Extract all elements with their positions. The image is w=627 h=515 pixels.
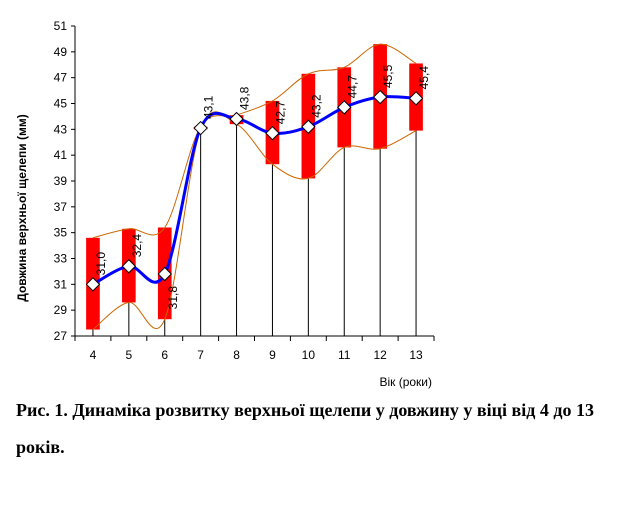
data-point-marker xyxy=(121,259,137,274)
x-tick-label: 9 xyxy=(269,348,276,362)
data-label: 31,8 xyxy=(166,286,180,310)
data-point-marker xyxy=(193,120,208,136)
y-tick-label: 29 xyxy=(54,303,68,317)
data-point-marker xyxy=(337,100,352,115)
y-tick-label: 33 xyxy=(54,252,68,266)
data-label: 43,8 xyxy=(238,86,252,110)
y-axis-title: Довжина верхньої щелепи (мм) xyxy=(15,114,29,301)
y-tick-label: 27 xyxy=(54,329,68,343)
data-point-marker xyxy=(229,111,244,127)
data-point-marker xyxy=(372,89,388,105)
y-tick-label: 43 xyxy=(54,122,68,136)
y-tick-label: 37 xyxy=(54,200,68,214)
data-label: 45,5 xyxy=(381,64,395,88)
x-tick-label: 6 xyxy=(161,348,168,362)
data-point-marker xyxy=(157,266,172,282)
y-tick-label: 31 xyxy=(54,277,68,291)
y-tick-label: 35 xyxy=(54,226,68,240)
figure-caption: Рис. 1. Динаміка розвитку верхньої щелеп… xyxy=(16,400,594,457)
x-tick-label: 13 xyxy=(409,348,423,362)
data-point-marker xyxy=(408,91,424,106)
lower-envelope-line xyxy=(92,111,417,330)
x-tick-label: 4 xyxy=(90,348,97,362)
data-label: 31,0 xyxy=(94,252,108,276)
x-tick-label: 5 xyxy=(126,348,133,362)
y-tick-label: 41 xyxy=(54,148,68,162)
data-label: 32,4 xyxy=(130,234,144,258)
y-tick-label: 39 xyxy=(54,174,68,188)
y-tick-label: 47 xyxy=(54,71,68,85)
data-label: 43,2 xyxy=(309,94,323,118)
x-tick-label: 10 xyxy=(302,348,316,362)
data-label: 45,4 xyxy=(417,66,431,90)
y-tick-label: 51 xyxy=(54,19,68,33)
y-tick-label: 45 xyxy=(54,97,68,111)
data-point-marker xyxy=(265,126,280,141)
x-tick-label: 11 xyxy=(338,348,351,362)
x-tick-label: 12 xyxy=(373,348,387,362)
data-point-marker xyxy=(301,119,316,134)
y-tick-label: 49 xyxy=(54,45,68,59)
data-label: 44,7 xyxy=(345,75,359,99)
data-label: 42,7 xyxy=(273,101,287,125)
data-label: 43,1 xyxy=(202,95,216,119)
upper-envelope-line xyxy=(92,43,417,239)
data-point-marker xyxy=(85,277,101,292)
x-tick-label: 7 xyxy=(197,348,204,362)
x-axis-title: Вік (роки) xyxy=(379,375,432,389)
x-tick-label: 8 xyxy=(233,348,240,362)
